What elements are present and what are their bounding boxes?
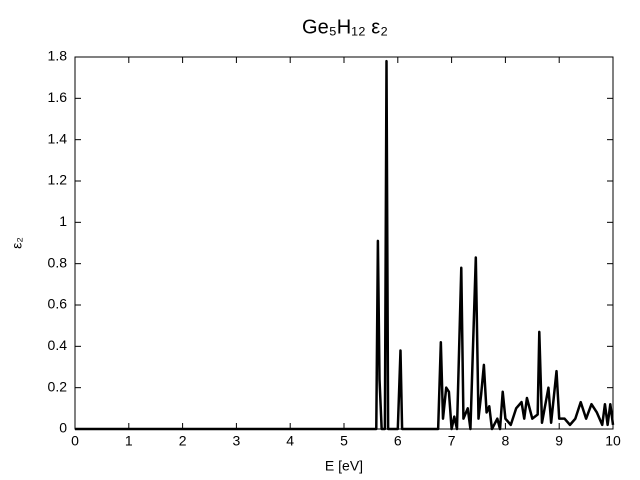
y-tick-label: 0 (59, 420, 67, 436)
y-tick-label: 1 (59, 213, 67, 229)
x-tick-label: 6 (394, 433, 402, 449)
x-tick-label: 8 (502, 433, 510, 449)
x-tick-label: 3 (233, 433, 241, 449)
y-tick-label: 0.8 (48, 254, 68, 270)
y-axis-label: ε₂ (9, 237, 25, 249)
x-tick-label: 0 (71, 433, 79, 449)
y-tick-label: 1.6 (48, 89, 68, 105)
x-tick-label: 4 (286, 433, 294, 449)
data-line (75, 59, 615, 431)
x-tick-label: 5 (340, 433, 348, 449)
y-tick-label: 1.8 (48, 48, 68, 64)
chart-title: Ge₅H₁₂ ε₂ (302, 16, 388, 38)
x-tick-label: 9 (555, 433, 563, 449)
y-tick-label: 1.2 (48, 172, 68, 188)
y-tick-label: 0.6 (48, 296, 68, 312)
plot-frame (74, 56, 614, 430)
y-tick-label: 1.4 (48, 130, 68, 146)
x-tick-label: 7 (448, 433, 456, 449)
x-tick-label: 10 (605, 433, 621, 449)
y-tick-label: 0.2 (48, 378, 68, 394)
y-tick-label: 0.4 (48, 337, 68, 353)
x-axis-label: E [eV] (325, 458, 363, 474)
x-tick-label: 1 (125, 433, 133, 449)
x-tick-label: 2 (179, 433, 187, 449)
